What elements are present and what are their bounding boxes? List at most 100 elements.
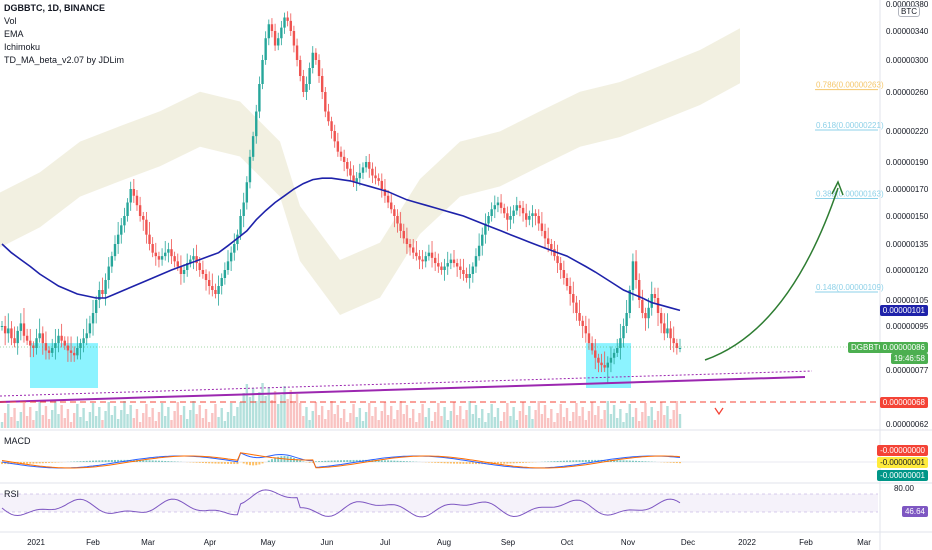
volume-bar bbox=[29, 407, 32, 428]
volume-bar bbox=[173, 411, 176, 428]
volume-bar bbox=[644, 403, 647, 428]
volume-bar bbox=[424, 417, 427, 428]
macd-histogram-bar bbox=[296, 459, 299, 462]
candle-body bbox=[477, 245, 481, 257]
volume-bar bbox=[47, 419, 51, 428]
time-tick-label: Sep bbox=[501, 538, 516, 547]
volume-bar bbox=[421, 404, 424, 428]
candle-body bbox=[678, 348, 682, 349]
macd-histogram-bar bbox=[591, 459, 594, 462]
volume-bar bbox=[481, 409, 484, 428]
macd-histogram-bar bbox=[669, 462, 672, 463]
candle-body bbox=[25, 335, 29, 341]
macd-histogram-bar bbox=[641, 461, 644, 462]
volume-bar bbox=[167, 407, 170, 428]
macd-histogram-bar bbox=[32, 462, 35, 464]
volume-bar bbox=[176, 402, 179, 428]
candle-body bbox=[408, 244, 412, 248]
volume-bar bbox=[38, 402, 41, 428]
candle-body bbox=[402, 230, 405, 239]
candle-body bbox=[612, 352, 616, 358]
volume-bar bbox=[672, 410, 675, 428]
candle-body bbox=[424, 256, 427, 262]
macd-histogram-bar bbox=[584, 460, 587, 462]
candle-body bbox=[565, 278, 569, 286]
volume-bar bbox=[273, 391, 277, 428]
volume-bar bbox=[405, 405, 409, 428]
candle-body bbox=[101, 290, 104, 294]
macd-histogram-bar bbox=[157, 460, 160, 462]
volume-bar bbox=[543, 405, 547, 428]
volume-bar bbox=[499, 421, 503, 428]
candle-body bbox=[157, 256, 161, 260]
legend-volume[interactable]: Vol bbox=[4, 16, 17, 26]
volume-bar bbox=[25, 416, 29, 428]
time-tick-label: Jun bbox=[321, 538, 334, 547]
macd-histogram-bar bbox=[506, 462, 509, 464]
volume-bar bbox=[468, 401, 471, 428]
candle-body bbox=[295, 45, 299, 60]
candle-body bbox=[594, 350, 597, 358]
volume-bar bbox=[678, 414, 682, 428]
candle-body bbox=[129, 189, 132, 203]
macd-histogram-bar bbox=[82, 461, 85, 462]
macd-histogram-bar bbox=[393, 460, 396, 462]
candle-body bbox=[578, 313, 581, 321]
macd-histogram-bar bbox=[456, 462, 459, 464]
legend-ichimoku[interactable]: Ichimoku bbox=[4, 42, 41, 52]
time-tick-label: Nov bbox=[621, 538, 635, 547]
candle-body bbox=[207, 280, 211, 286]
ema-value-tag: 0.00000101 bbox=[879, 305, 928, 316]
volume-bar bbox=[44, 406, 48, 428]
candle-body bbox=[160, 256, 164, 260]
volume-bar bbox=[587, 411, 591, 428]
volume-bar bbox=[622, 422, 625, 428]
volume-bar bbox=[578, 416, 581, 428]
macd-histogram-bar bbox=[562, 460, 565, 462]
candle-body bbox=[76, 348, 79, 356]
candle-body bbox=[562, 270, 566, 278]
price-tick-label: 0.00000095 bbox=[886, 322, 929, 331]
candle-body bbox=[396, 216, 399, 224]
macd-histogram-bar bbox=[248, 462, 251, 466]
macd-histogram-bar bbox=[41, 462, 44, 464]
time-axis[interactable]: 2021 Feb Mar Apr May Jun Jul Aug Sep Oct Nov Dec 202… bbox=[27, 538, 871, 547]
candle-body bbox=[518, 205, 522, 208]
candle-body bbox=[368, 162, 371, 169]
candle-body bbox=[110, 256, 114, 267]
macd-histogram-bar bbox=[569, 460, 572, 462]
volume-bar bbox=[590, 402, 594, 428]
legend-td-ma[interactable]: TD_MA_beta_v2.07 by JDLim bbox=[4, 55, 125, 65]
volume-bar bbox=[154, 421, 158, 428]
volume-bar bbox=[506, 403, 509, 428]
volume-bar bbox=[515, 420, 518, 428]
volume-bar bbox=[204, 409, 208, 428]
volume-bar bbox=[612, 405, 616, 428]
volume-bar bbox=[459, 406, 462, 428]
candle-body bbox=[63, 340, 66, 346]
candle-body bbox=[675, 343, 679, 348]
candle-body bbox=[443, 266, 446, 270]
volume-bar bbox=[76, 404, 79, 428]
price-axis[interactable]: 0.00000380 0.00000340 0.00000300 0.00000260… bbox=[886, 0, 929, 429]
volume-bar bbox=[628, 404, 631, 428]
volume-bar bbox=[462, 419, 465, 428]
macd-histogram-bar bbox=[603, 459, 606, 462]
volume-bar bbox=[349, 413, 352, 428]
volume-bar bbox=[415, 422, 418, 428]
volume-bar bbox=[314, 402, 318, 428]
currency-unit-badge[interactable]: BTC bbox=[898, 6, 920, 17]
macd-histogram-bar bbox=[352, 459, 355, 462]
candle-body bbox=[298, 60, 302, 76]
volume-bars bbox=[0, 383, 682, 428]
candle-body bbox=[226, 261, 230, 270]
volume-bar bbox=[393, 419, 396, 428]
macd-histogram-bar bbox=[631, 460, 634, 462]
candle-body bbox=[364, 162, 368, 168]
legend-ema[interactable]: EMA bbox=[4, 29, 24, 39]
candle-body bbox=[38, 333, 41, 339]
price-tick-label: 0.00000260 bbox=[886, 88, 929, 97]
volume-bar bbox=[286, 399, 289, 428]
macd-histogram-bar bbox=[38, 462, 41, 464]
